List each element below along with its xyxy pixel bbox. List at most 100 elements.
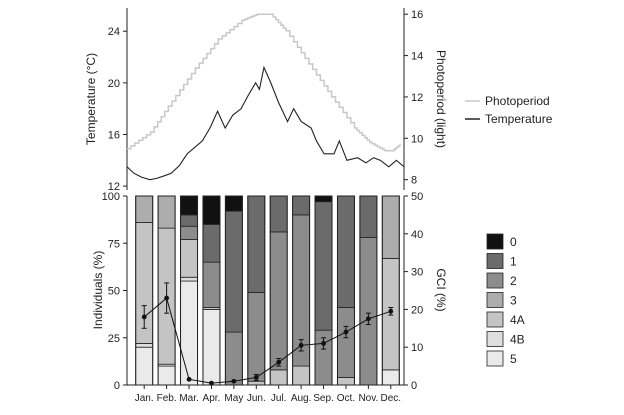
legend-swatch-stage-0 bbox=[486, 233, 504, 250]
gci-path bbox=[143, 297, 391, 384]
gci-point bbox=[164, 295, 170, 301]
bar-segment-stage-4b bbox=[135, 343, 154, 348]
legend-label-stage-4a: 4A bbox=[510, 313, 525, 327]
legend-label-stage-1: 1 bbox=[510, 255, 517, 269]
gci-ticks: 0 10 20 30 40 50 bbox=[404, 191, 423, 392]
series-line-photoperiod bbox=[127, 13, 401, 152]
month-label: Nov. bbox=[358, 393, 378, 404]
legend-label-photoperiod: Photoperiod bbox=[485, 94, 550, 108]
month-label: May bbox=[224, 393, 243, 404]
month-label: Feb. bbox=[157, 393, 177, 404]
photoperiod-tick-label: 16 bbox=[411, 9, 423, 21]
month-label: Mar. bbox=[179, 393, 198, 404]
bar-segment-stage-0 bbox=[202, 195, 221, 225]
bar-segment-stage-1 bbox=[314, 201, 333, 331]
legend-label-stage-5: 5 bbox=[510, 352, 517, 366]
bar-segment-stage-2 bbox=[202, 261, 221, 308]
bar-segment-stage-5 bbox=[180, 280, 198, 386]
month-label: Jun. bbox=[247, 393, 266, 404]
photoperiod-tick-label: 10 bbox=[411, 133, 423, 145]
bar-segment-stage-4a bbox=[337, 377, 355, 386]
bar-segment-stage-2 bbox=[224, 331, 243, 386]
photoperiod-axis-title: Photoperiod (light) bbox=[434, 50, 448, 148]
legend-label-stage-2: 2 bbox=[510, 274, 517, 288]
top-series-lines bbox=[126, 13, 405, 181]
bar-segment-stage-1 bbox=[224, 210, 243, 333]
bar-segment-stage-3 bbox=[157, 195, 176, 229]
series-line-temperature bbox=[126, 65, 405, 181]
bar-segment-stage-4a bbox=[247, 380, 266, 386]
bar-segment-stage-5 bbox=[381, 369, 400, 386]
gci-point bbox=[231, 378, 237, 384]
month-label: Apr. bbox=[203, 393, 221, 404]
gci-tick-label: 10 bbox=[411, 342, 423, 354]
gci-line bbox=[141, 282, 394, 386]
temperature-tick-label: 12 bbox=[108, 181, 120, 193]
bar-segment-stage-4a bbox=[269, 369, 288, 386]
gci-point bbox=[141, 314, 147, 320]
month-labels: Jan. Feb. Mar. Apr. May Jun. Jul. Aug. Sep. Oct. N… bbox=[135, 385, 401, 404]
bar-segment-stage-4b bbox=[180, 276, 198, 282]
individuals-tick-label: 100 bbox=[102, 191, 120, 203]
bar-segment-stage-0 bbox=[180, 195, 198, 216]
bar-segment-stage-1 bbox=[337, 195, 355, 308]
photoperiod-ticks: 8 10 12 14 16 bbox=[404, 9, 423, 187]
month-label: Jan. bbox=[135, 393, 154, 404]
bar-segment-stage-1 bbox=[269, 195, 288, 233]
temperature-tick-label: 16 bbox=[108, 129, 120, 141]
bar-segment-stage-2 bbox=[359, 237, 378, 386]
gci-tick-label: 50 bbox=[411, 191, 423, 203]
bar-segment-stage-2 bbox=[247, 291, 266, 382]
temperature-ticks: 12 16 20 24 bbox=[108, 26, 127, 193]
photoperiod-tick-label: 12 bbox=[411, 92, 423, 104]
photoperiod-tick-label: 14 bbox=[411, 51, 423, 63]
legend-swatch-stage-3 bbox=[486, 292, 504, 308]
individuals-tick-label: 50 bbox=[108, 286, 120, 298]
bar-segment-stage-0 bbox=[314, 195, 333, 203]
gci-point bbox=[343, 329, 349, 335]
individuals-axis-title: Individuals (%) bbox=[91, 251, 105, 330]
bar-segment-stage-2 bbox=[180, 225, 198, 240]
bar-segment-stage-5 bbox=[157, 365, 176, 386]
individuals-tick-label: 25 bbox=[108, 333, 120, 345]
gci-point bbox=[388, 308, 394, 314]
temperature-axis-title: Temperature (°C) bbox=[84, 53, 98, 145]
gci-point bbox=[253, 375, 259, 380]
gci-point bbox=[276, 359, 282, 365]
legend-label-stage-0: 0 bbox=[510, 235, 517, 249]
gci-tick-label: 20 bbox=[411, 304, 423, 316]
bar-segment-stage-3 bbox=[381, 195, 400, 259]
gci-axis-title: GCI (%) bbox=[434, 268, 448, 311]
gci-tick-label: 0 bbox=[411, 380, 417, 392]
month-label: Oct. bbox=[337, 393, 355, 404]
bar-segment-stage-4a bbox=[180, 239, 198, 278]
bar-segment-stage-5 bbox=[202, 308, 221, 386]
gci-tick-label: 40 bbox=[411, 229, 423, 241]
top-panel: 12 16 20 24 8 10 12 14 16 Temperature (°C) Phot… bbox=[84, 8, 553, 193]
gci-tick-label: 30 bbox=[411, 267, 423, 279]
bar-segment-stage-1 bbox=[180, 214, 198, 227]
legend-swatch-stage-2 bbox=[486, 272, 504, 289]
gci-point bbox=[321, 341, 326, 346]
legend-label-temperature: Temperature bbox=[485, 112, 553, 126]
gci-point bbox=[365, 316, 371, 322]
gci-point bbox=[209, 380, 214, 386]
bar-segment-stage-1 bbox=[292, 195, 311, 216]
bar-segment-stage-2 bbox=[269, 231, 288, 371]
legend-swatch-stage-1 bbox=[486, 253, 504, 269]
bar-segment-stage-0 bbox=[224, 195, 243, 212]
gci-point bbox=[298, 342, 304, 348]
month-label: Sep. bbox=[313, 393, 334, 404]
temperature-tick-label: 20 bbox=[108, 78, 120, 90]
bar-segment-stage-5 bbox=[135, 346, 154, 386]
stage-legend: 0 1 2 3 4A 4B 5 bbox=[486, 233, 525, 367]
legend-label-stage-3: 3 bbox=[510, 294, 517, 308]
month-label: Aug. bbox=[291, 393, 312, 404]
legend-swatch-stage-4b bbox=[486, 331, 504, 347]
photoperiod-tick-label: 8 bbox=[411, 175, 417, 187]
legend-swatch-stage-5 bbox=[486, 350, 504, 367]
temperature-tick-label: 24 bbox=[108, 26, 120, 38]
bar-segment-stage-1 bbox=[359, 195, 378, 238]
